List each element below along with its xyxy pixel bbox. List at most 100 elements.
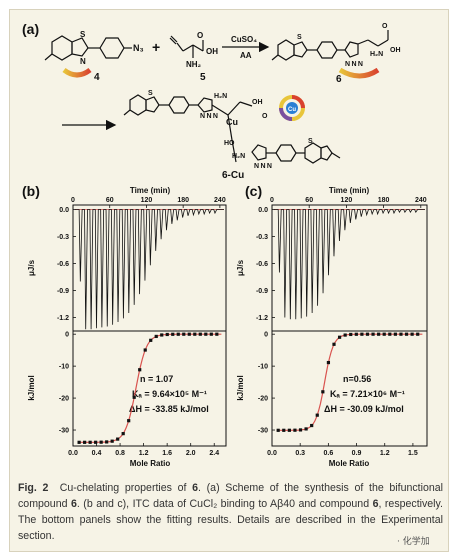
scheme-a: (a) S N N₃ 4 + O OH NH₂ 5: [22, 21, 401, 181]
c-bottom-ytick-label: -30: [258, 428, 268, 435]
c-top-xtick-label: 60: [305, 197, 313, 204]
c-bottom-data-point: [326, 360, 331, 365]
c-bottom-xlabel: Mole Ratio: [329, 459, 370, 468]
b-bottom-data-point: [77, 440, 81, 444]
b-bottom-ytick-label: 0: [65, 332, 69, 339]
b-bottom-data-point: [215, 332, 219, 336]
complex-label: 6-Cu: [222, 170, 244, 181]
h2n-cu-2: H₂N: [232, 153, 245, 160]
c-bottom-data-point: [382, 332, 386, 336]
c-bottom-data-point: [360, 332, 364, 336]
caption-text-3: . (b and c), ITC data of CuCl₂ binding t…: [76, 498, 370, 510]
b-bottom-xtick-label: 2.4: [209, 450, 219, 457]
c-bottom-data-point: [393, 332, 397, 336]
b-bottom-ytick-label: -10: [59, 364, 69, 371]
c-bottom-xtick-label: 0.6: [323, 450, 333, 457]
caption-compound-6c: 6: [372, 498, 379, 510]
c-bottom-xtick-label: 1.5: [408, 450, 418, 457]
c-bottom-data-point: [337, 335, 342, 339]
c-bottom-data-point: [377, 332, 381, 336]
c-bottom-data-point: [282, 428, 286, 432]
compound-6-label: 6: [336, 74, 342, 85]
c-top-thermogram-trace: [274, 209, 425, 320]
b-bottom-xtick-label: 1.6: [162, 450, 172, 457]
b-bottom-data-point: [121, 432, 125, 436]
c-bottom-xtick-label: 0.9: [352, 450, 362, 457]
atom-s-cu-2: S: [308, 138, 313, 145]
cu-badge: Cu: [279, 95, 305, 121]
b-top-xtick-label: 120: [141, 197, 153, 204]
c-bottom-data-point: [298, 428, 303, 432]
panel-label-c: (c): [245, 183, 262, 199]
b-bottom-frame: [72, 330, 227, 447]
b-top-ytick-label: -0.6: [57, 261, 69, 268]
c-top-ytick-label: -1.2: [256, 315, 268, 322]
c-bottom-ytick-label: 0: [264, 332, 268, 339]
c-bottom-xtick-label: 1.2: [380, 450, 390, 457]
figure-card: [9, 9, 449, 552]
conditions-top: CuSO₄: [231, 35, 257, 44]
c-bottom-xtick-label: 0.3: [295, 450, 305, 457]
metal-center: Cu: [226, 117, 238, 127]
compound-6-structure: [271, 30, 389, 61]
b-top-ytick-label: -1.2: [57, 315, 69, 322]
b-bottom-data-point: [110, 439, 114, 443]
b-bottom-data-point: [83, 440, 87, 444]
c-bottom-data-point: [388, 332, 392, 336]
c-top-xtick-label: 180: [378, 197, 390, 204]
b-bottom-data-point: [99, 440, 103, 444]
b-top-ytick-label: -0.3: [57, 234, 69, 241]
c-bottom-data-point: [287, 428, 291, 432]
b-bottom-data-point: [198, 332, 202, 336]
b-top-ylabel: μJ/s: [27, 259, 36, 276]
b-dh-value: ΔH = -33.85 kJ/mol: [129, 404, 209, 414]
c-bottom-data-point: [404, 332, 409, 336]
triazole-cu-2: N N N: [254, 163, 272, 170]
c-top-xtick-label: 240: [415, 197, 427, 204]
itc-charts: 0 60 120 180 240 0.0 -0.3 -0.6 -0.9 -1.2 0.0 0.4 0.8…: [57, 197, 427, 457]
caption-compound-6b: 6: [70, 498, 77, 510]
c-bottom-data-point: [276, 428, 280, 432]
b-top-xtick-label: 180: [177, 197, 189, 204]
b-bottom-ytick-label: -30: [59, 428, 69, 435]
c-bottom-data-point: [416, 332, 420, 336]
b-bottom-data-point: [143, 348, 147, 352]
c-bottom-data-point: [349, 332, 353, 337]
b-bottom-data-point: [165, 332, 169, 337]
b-bottom-ytick-label: -20: [59, 396, 69, 403]
figure-caption: Fig. 2 Cu-chelating properties of 6. (a)…: [18, 480, 443, 544]
b-bottom-xtick-label: 0.0: [68, 450, 78, 457]
compound-5-label: 5: [200, 72, 206, 83]
caption-text-4: , respectively. The bottom panels show t…: [18, 498, 443, 542]
atom-s-6: S: [297, 34, 302, 41]
reagent5-nh2: NH₂: [186, 60, 202, 69]
b-bottom-data-point: [204, 332, 208, 336]
cu-badge-text: Cu: [288, 107, 296, 113]
b-bottom-data-point: [116, 437, 120, 441]
caption-compound-6: 6: [192, 482, 199, 494]
b-bottom-data-point: [182, 332, 186, 336]
b-bottom-xtick-label: 0.4: [92, 450, 102, 457]
c-bottom-data-point: [354, 332, 358, 336]
panel-label-b: (b): [22, 183, 40, 199]
c-bottom-data-point: [321, 390, 325, 394]
compound6-oh: OH: [390, 47, 401, 54]
c-bottom-data-point: [365, 332, 370, 336]
c-bottom-ylabel: kJ/mol: [236, 375, 245, 400]
compound6-o: O: [382, 23, 388, 30]
b-bottom-data-point: [127, 419, 131, 423]
c-bottom-data-point: [315, 413, 319, 417]
b-bottom-data-point: [149, 338, 153, 342]
b-bottom-data-point: [171, 332, 175, 336]
c-n-value: n=0.56: [343, 374, 371, 384]
atom-s-cu: S: [148, 90, 153, 97]
plus-sign: +: [152, 39, 160, 55]
compound-5-structure: [169, 35, 204, 58]
panel-label-a: (a): [22, 21, 39, 37]
complex-6cu-structure: [123, 94, 341, 164]
b-top-ytick-label: 0.0: [59, 207, 69, 214]
c-top-xtick-label: 120: [341, 197, 353, 204]
c-bottom-data-point: [399, 332, 403, 336]
b-bottom-xtick-label: 0.8: [115, 450, 125, 457]
